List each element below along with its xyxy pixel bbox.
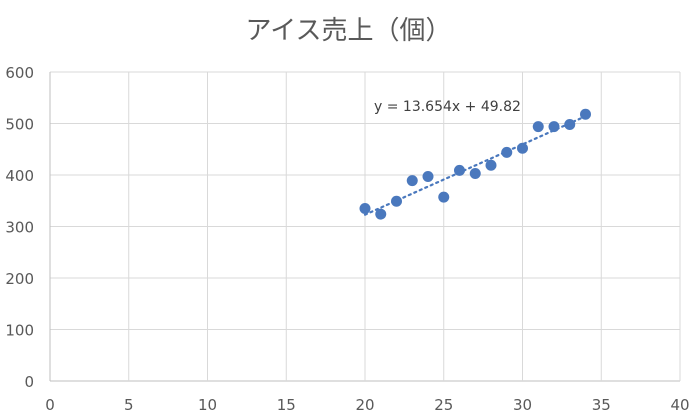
y-tick-label: 100 [5,322,34,340]
data-points [359,108,591,220]
y-tick-label: 400 [5,167,34,185]
x-tick-label: 40 [670,396,689,414]
data-point [359,202,371,214]
data-point [391,195,402,207]
x-tick-label: 30 [513,396,532,414]
x-tick-label: 35 [592,396,611,414]
x-tick-label: 20 [355,396,374,414]
data-point [501,146,513,158]
data-point [454,164,465,176]
data-point [375,208,387,220]
data-point [469,167,481,179]
trendline-layer [363,115,587,216]
y-tick-label: 200 [5,270,34,288]
trendline [363,115,587,216]
x-tick-label: 0 [45,396,55,414]
x-tick-label: 10 [198,396,217,414]
data-point [422,171,434,183]
data-point [485,159,497,171]
data-point [580,108,591,120]
grid-lines [49,71,681,382]
x-tick-label: 5 [124,396,134,414]
annotations: y = 13.654x + 49.82 [374,99,521,115]
data-point [438,191,450,203]
data-point [564,119,576,131]
chart-title: アイス売上（個） [245,16,452,46]
y-tick-label: 600 [5,64,34,82]
data-point [532,121,544,133]
data-point [517,142,528,154]
axes: 0 100 200 300 400 500 600 0 5 10 15 20 25 30 35 40 [5,64,689,414]
x-tick-label: 15 [277,396,296,414]
y-tick-label: 0 [24,373,34,391]
y-tick-label: 300 [5,219,34,237]
data-point [548,121,560,133]
y-tick-label: 500 [5,116,34,134]
trendline-equation: y = 13.654x + 49.82 [374,99,521,115]
data-point [406,175,418,187]
x-tick-label: 25 [434,396,453,414]
